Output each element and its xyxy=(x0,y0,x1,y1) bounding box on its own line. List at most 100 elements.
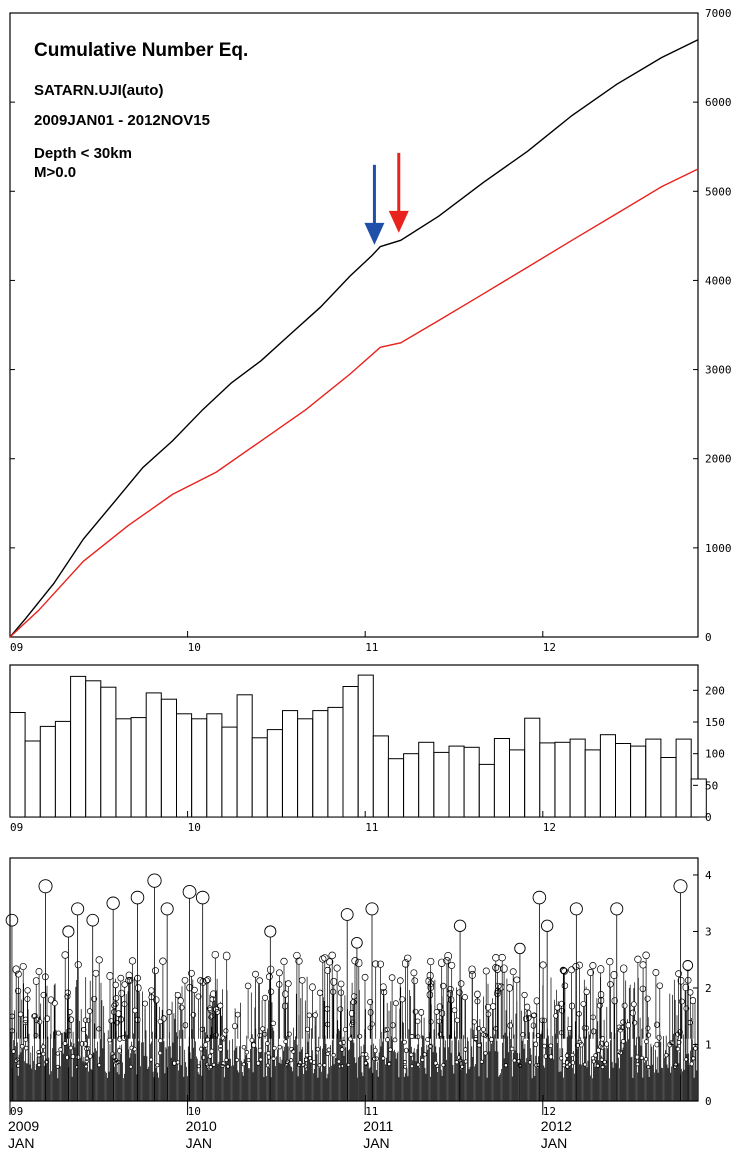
x-tick-label: 12 xyxy=(543,1105,556,1118)
histogram-bar xyxy=(266,729,283,818)
x-tick-label: 10 xyxy=(188,821,201,834)
cumulative-title: Cumulative Number Eq. xyxy=(34,40,248,61)
large-event-stem xyxy=(160,902,174,1101)
histogram-bar xyxy=(160,698,177,818)
histogram-panel: 0 50 100 150 200 09 10 11 12 xyxy=(9,664,725,834)
event-circle xyxy=(340,908,354,921)
histogram-bar xyxy=(206,713,223,818)
large-event-stem xyxy=(130,890,145,1101)
period-label: 2009JAN01 - 2012NOV15 xyxy=(34,112,210,129)
x-year-caption: 2012 xyxy=(541,1118,572,1134)
x-tick-label: 10 xyxy=(188,641,201,654)
y-tick-label: 100 xyxy=(705,748,725,761)
y-tick-label: 3000 xyxy=(705,364,732,377)
event-circle xyxy=(62,925,75,938)
x-tick-label: 11 xyxy=(365,641,378,654)
histogram-bar xyxy=(115,718,132,818)
x-tick-label: 09 xyxy=(10,821,23,834)
x-month-caption: JAN xyxy=(363,1135,389,1151)
histogram-bar xyxy=(387,758,404,818)
y-tick-label: 200 xyxy=(705,684,725,697)
event-circle xyxy=(5,913,19,927)
x-month-caption: JAN xyxy=(8,1135,34,1151)
histogram-bar xyxy=(176,713,193,818)
histogram-bar xyxy=(478,763,495,818)
x-tick-label: 12 xyxy=(543,641,556,654)
large-event-stem xyxy=(5,913,19,1101)
magnitude-frame xyxy=(9,857,699,1102)
large-event-stem xyxy=(610,902,624,1101)
event-circle xyxy=(540,919,554,932)
event-circle xyxy=(532,890,547,905)
histogram-bar xyxy=(599,734,617,818)
histogram-bar xyxy=(690,778,707,818)
cumulative-line-all xyxy=(9,39,699,638)
histogram-bar xyxy=(645,738,662,818)
large-event-stem xyxy=(62,925,75,1101)
histogram-bar xyxy=(54,720,72,818)
histogram-bar xyxy=(554,741,571,818)
small-event-circles xyxy=(9,951,698,1069)
histogram-bar xyxy=(236,694,253,818)
cumulative-line-declustered xyxy=(9,168,699,638)
histogram-bar xyxy=(342,686,359,818)
histogram-bar xyxy=(145,692,162,818)
histogram-bar xyxy=(39,725,56,818)
histogram-bar xyxy=(509,749,526,818)
large-event-stem xyxy=(147,873,162,1101)
histogram-bar xyxy=(660,757,677,818)
histogram-bar xyxy=(100,686,117,818)
magnitude-time-panel: 01234092009JAN102010JAN112011JAN122012JA… xyxy=(5,857,712,1151)
event-circle xyxy=(147,873,162,888)
histogram-bar xyxy=(357,674,374,818)
y-tick-label: 4 xyxy=(705,869,712,882)
large-event-stem xyxy=(182,885,197,1101)
blue-arrow xyxy=(364,164,385,245)
event-circle xyxy=(351,936,363,949)
histogram-bar xyxy=(493,738,510,818)
x-month-caption: JAN xyxy=(541,1135,567,1151)
event-circle xyxy=(38,879,53,894)
y-tick-label: 5000 xyxy=(705,185,732,198)
histogram-bar xyxy=(615,743,632,818)
x-tick-label: 09 xyxy=(10,1105,23,1118)
x-tick-label: 11 xyxy=(365,821,378,834)
histogram-bar xyxy=(24,740,41,818)
histogram-bar xyxy=(448,745,465,818)
event-circle xyxy=(264,925,277,938)
histogram-bar xyxy=(630,745,647,818)
y-tick-label: 0 xyxy=(705,631,712,644)
x-tick-label: 12 xyxy=(543,821,556,834)
large-event-stem xyxy=(340,908,354,1101)
histogram-bar xyxy=(130,717,147,818)
y-tick-label: 1 xyxy=(705,1038,712,1051)
event-circle xyxy=(453,919,467,932)
histogram-bar xyxy=(221,726,238,818)
histogram-bar xyxy=(539,742,556,818)
large-event-stem xyxy=(453,919,467,1101)
histogram-bar xyxy=(85,680,102,818)
cumulative-frame xyxy=(9,12,699,638)
x-tick-label: 10 xyxy=(188,1105,201,1118)
large-event-stem xyxy=(264,925,277,1101)
large-event-stem xyxy=(38,879,53,1101)
large-event-stem xyxy=(514,942,526,1101)
event-circle xyxy=(182,885,197,899)
y-tick-label: 0 xyxy=(705,811,712,824)
large-event-stem xyxy=(365,902,379,1101)
histogram-bar xyxy=(297,718,314,818)
large-event-stem xyxy=(351,936,363,1101)
histogram-bar xyxy=(433,751,450,818)
large-event-stem xyxy=(569,902,583,1101)
y-tick-label: 2000 xyxy=(705,453,732,466)
event-circle xyxy=(106,896,120,910)
histogram-bar xyxy=(675,738,692,818)
y-tick-label: 50 xyxy=(705,779,718,792)
x-year-caption: 2009 xyxy=(8,1118,39,1134)
large-event-stem xyxy=(532,890,547,1101)
x-year-caption: 2011 xyxy=(363,1118,393,1134)
histogram-bar xyxy=(524,717,541,818)
y-tick-label: 150 xyxy=(705,716,725,729)
histogram-bar xyxy=(403,753,420,818)
event-circle xyxy=(365,902,379,916)
